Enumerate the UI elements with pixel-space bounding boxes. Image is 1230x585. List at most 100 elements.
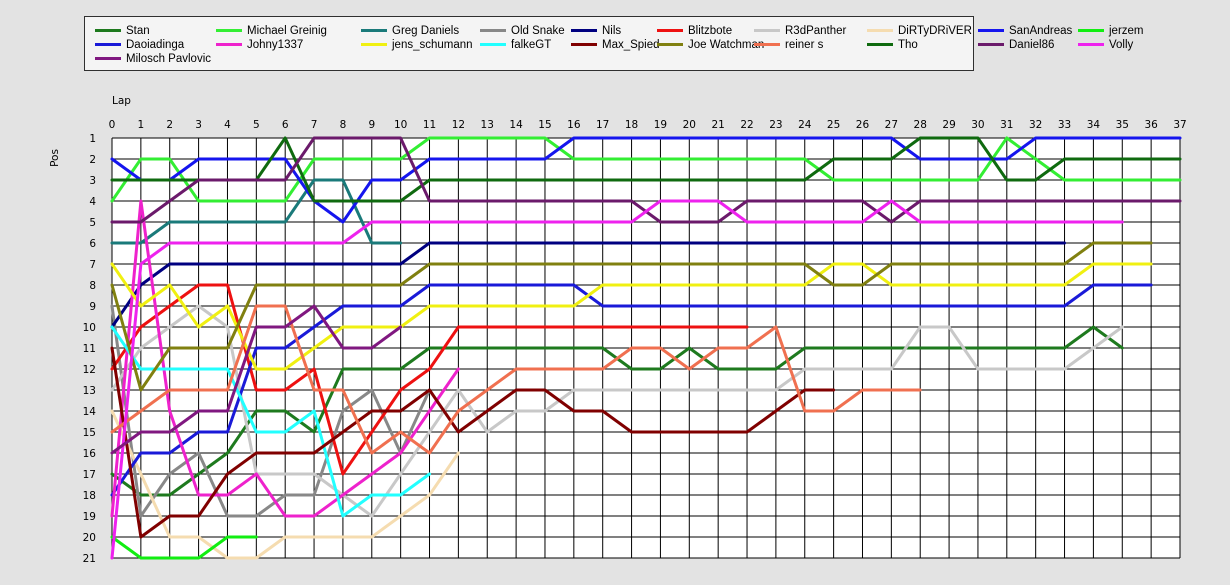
legend-label: SanAndreas [1009, 25, 1073, 37]
y-tick-label: 16 [83, 448, 97, 460]
legend-swatch [95, 57, 121, 60]
x-tick-label: 12 [452, 119, 465, 131]
series-line-falkegt [110, 325, 431, 518]
y-tick-label: 20 [83, 532, 96, 544]
x-tick-label: 18 [625, 119, 638, 131]
series-line-r3dpanther [110, 304, 1124, 518]
axis-ticks: 0 1 2 3 4 5 6 7 8 9 10 11 12 13 14 15 16 17 18 19 20 21 22 23 24… [83, 119, 1187, 565]
x-tick-label: 34 [1087, 119, 1101, 131]
x-tick-label: 11 [423, 119, 436, 131]
y-tick-label: 13 [83, 385, 96, 397]
y-tick-label: 7 [89, 259, 96, 271]
legend-swatch [216, 29, 242, 32]
x-tick-label: 6 [282, 119, 289, 131]
y-tick-label: 15 [83, 427, 96, 439]
series-line-volly [110, 199, 1124, 560]
x-tick-label: 29 [942, 119, 955, 131]
x-tick-label: 8 [340, 119, 347, 131]
x-tick-label: 30 [971, 119, 984, 131]
y-tick-label: 1 [89, 133, 96, 145]
y-tick-label: 10 [83, 322, 96, 334]
x-tick-label: 9 [368, 119, 375, 131]
x-tick-label: 27 [885, 119, 898, 131]
legend-label: R3dPanther [785, 25, 847, 37]
legend-label: Joe Watchman [688, 39, 765, 51]
legend-label: Old Snake [511, 25, 565, 37]
legend-label: Tho [898, 39, 918, 51]
series-line-sanandreas [110, 136, 1182, 224]
legend-swatch [361, 29, 387, 32]
y-tick-label: 12 [83, 364, 96, 376]
legend-swatch [95, 43, 121, 46]
legend-swatch [571, 29, 597, 32]
legend-label: reiner s [785, 39, 824, 51]
x-tick-label: 23 [769, 119, 782, 131]
x-tick-label: 5 [253, 119, 260, 131]
chart-legend: Stan Michael Greinig Greg Daniels Old Snake… [84, 16, 1144, 71]
x-tick-label: 15 [538, 119, 551, 131]
x-tick-label: 33 [1058, 119, 1071, 131]
legend-swatch [867, 43, 893, 46]
series-line-jens-schumann [110, 262, 1153, 371]
y-tick-label: 18 [83, 490, 96, 502]
y-tick-label: 6 [89, 238, 96, 250]
legend-swatch [361, 43, 387, 46]
series-line-dirtydriver [110, 409, 460, 560]
y-tick-label: 4 [89, 196, 96, 208]
series-line-jerzem [110, 535, 258, 560]
x-tick-label: 26 [856, 119, 870, 131]
x-tick-label: 25 [827, 119, 840, 131]
x-tick-label: 7 [311, 119, 318, 131]
series-line-tho [110, 136, 1182, 203]
series-line-reiner-s [110, 304, 922, 455]
y-tick-label: 21 [83, 553, 96, 565]
legend-swatch [657, 29, 683, 32]
legend-swatch [754, 43, 780, 46]
y-tick-label: 11 [83, 343, 96, 355]
legend-label: Max_Spied [602, 39, 660, 51]
x-tick-label: 28 [914, 119, 927, 131]
legend-label: jens_schumann [392, 39, 473, 51]
legend-label: Stan [126, 25, 150, 37]
legend-label: jerzem [1109, 25, 1144, 37]
y-tick-label: 14 [83, 406, 97, 418]
legend-label: Johny1337 [247, 39, 304, 51]
legend-swatch [1078, 43, 1104, 46]
series-line-old-snake [110, 304, 431, 518]
series-line-max-spied [110, 346, 836, 539]
series-line-daoiadinga [110, 283, 1153, 497]
y-axis-title: Pos [49, 149, 61, 167]
series-line-blitzbote [110, 283, 749, 476]
legend-swatch [1078, 29, 1104, 32]
x-tick-label: 24 [798, 119, 812, 131]
legend-swatch [480, 43, 506, 46]
legend-swatch [216, 43, 242, 46]
x-tick-label: 16 [567, 119, 581, 131]
y-tick-label: 5 [89, 217, 96, 229]
x-tick-label: 36 [1144, 119, 1158, 131]
x-tick-label: 37 [1173, 119, 1186, 131]
legend-swatch [978, 43, 1004, 46]
x-tick-label: 19 [654, 119, 667, 131]
series-line-joe-watchman [110, 241, 1153, 392]
x-axis-title: Lap [112, 95, 131, 107]
legend-swatch [480, 29, 506, 32]
legend-swatch [571, 43, 597, 46]
x-tick-label: 20 [683, 119, 696, 131]
y-tick-label: 9 [89, 301, 96, 313]
x-tick-label: 22 [740, 119, 753, 131]
x-tick-label: 0 [109, 119, 116, 131]
y-tick-label: 3 [89, 175, 96, 187]
y-tick-label: 2 [89, 154, 96, 166]
x-tick-label: 10 [394, 119, 407, 131]
x-tick-label: 4 [224, 119, 231, 131]
legend-label: Blitzbote [688, 25, 733, 37]
x-tick-label: 32 [1029, 119, 1042, 131]
legend-label: Nils [602, 25, 622, 37]
x-tick-label: 13 [481, 119, 494, 131]
legend-label: Michael Greinig [247, 25, 327, 37]
legend-swatch [95, 29, 121, 32]
series-lines [110, 136, 1182, 560]
x-tick-label: 31 [1000, 119, 1013, 131]
